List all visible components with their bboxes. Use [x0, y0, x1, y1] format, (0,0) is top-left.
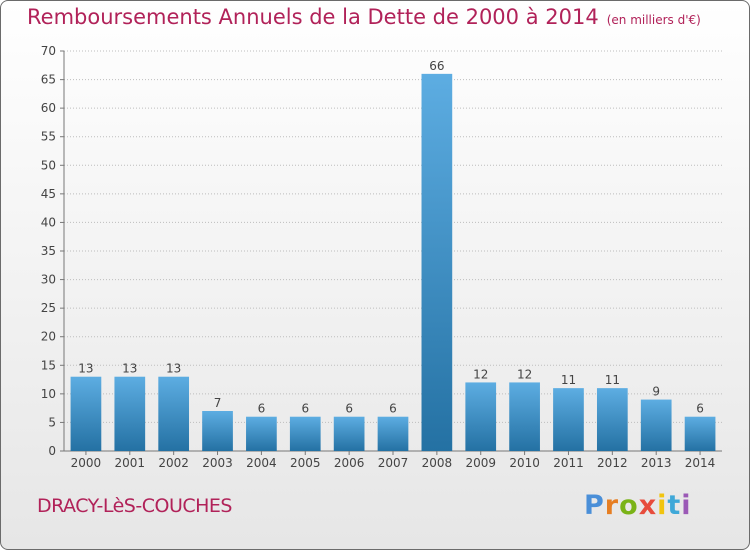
logo-letter: i [657, 490, 668, 521]
x-tick-label: 2002 [158, 456, 189, 470]
bar-2006 [333, 416, 365, 451]
x-tick-label: 2006 [334, 456, 365, 470]
y-tick-label: 50 [41, 158, 56, 172]
data-label-2003: 7 [214, 396, 222, 410]
y-tick-label: 55 [41, 130, 56, 144]
data-label-2007: 6 [389, 402, 397, 416]
y-tick-label: 20 [41, 330, 56, 344]
bar-2003 [202, 411, 233, 451]
bar-2012 [596, 388, 628, 451]
y-tick-label: 65 [41, 73, 56, 87]
x-tick-label: 2005 [290, 456, 321, 470]
bar-2001 [114, 376, 146, 451]
x-tick-label: 2011 [553, 456, 584, 470]
bar-2010 [509, 382, 540, 451]
title-unit: (en milliers d'€) [606, 13, 701, 27]
x-tick-label: 2000 [71, 456, 102, 470]
x-tick-label: 2012 [597, 456, 628, 470]
data-label-2012: 11 [605, 373, 620, 387]
bar-2014 [684, 416, 716, 451]
bar-2005 [289, 416, 321, 451]
data-label-2010: 12 [517, 367, 532, 381]
y-tick-label: 35 [41, 244, 56, 258]
x-tick-label: 2009 [465, 456, 496, 470]
data-label-2009: 12 [473, 367, 488, 381]
bar-2008 [421, 73, 453, 451]
data-label-2014: 6 [696, 402, 704, 416]
data-label-2004: 6 [258, 402, 266, 416]
y-tick-label: 30 [41, 273, 56, 287]
data-label-2001: 13 [122, 362, 137, 376]
data-label-2000: 13 [78, 362, 93, 376]
y-tick-label: 40 [41, 215, 56, 229]
y-tick-label: 70 [41, 44, 56, 58]
y-tick-label: 15 [41, 358, 56, 372]
y-tick-label: 10 [41, 387, 56, 401]
bar-2000 [70, 376, 102, 451]
bar-2002 [158, 376, 190, 451]
bar-2009 [465, 382, 497, 451]
axes: 0 5 10 15 20 25 30 35 40 45 50 55 60 65 70 2000 2001 2002… [41, 44, 722, 470]
data-label-2002: 13 [166, 362, 181, 376]
logo-letter: P [584, 490, 605, 521]
bar-2007 [377, 416, 409, 451]
logo-letter: t [667, 490, 682, 521]
data-label-2006: 6 [345, 402, 353, 416]
data-label-2008: 66 [429, 59, 444, 73]
x-tick-label: 2001 [115, 456, 146, 470]
data-label-2011: 11 [561, 373, 576, 387]
y-tick-label: 0 [48, 444, 56, 458]
x-tick-label: 2010 [509, 456, 540, 470]
grid-lines [64, 50, 722, 423]
bars [70, 73, 716, 451]
bar-2011 [553, 388, 584, 451]
x-tick-label: 2013 [641, 456, 672, 470]
y-tick-label: 5 [48, 415, 56, 429]
x-tick-label: 2014 [685, 456, 716, 470]
bar-2004 [246, 416, 277, 451]
x-tick-label: 2007 [378, 456, 409, 470]
y-tick-label: 25 [41, 301, 56, 315]
chart-title: Remboursements Annuels de la Dette de 20… [27, 5, 701, 29]
bar-2013 [640, 399, 672, 451]
x-tick-label: 2008 [422, 456, 453, 470]
x-tick-label: 2004 [246, 456, 277, 470]
data-label-2005: 6 [301, 402, 309, 416]
logo-letter: i [681, 490, 692, 521]
x-tick-label: 2003 [202, 456, 233, 470]
title-text: Remboursements Annuels de la Dette de 20… [27, 5, 599, 29]
commune-name: DRACY-LèS-COUCHES [37, 495, 232, 517]
logo-letter: x [638, 490, 658, 521]
logo-letter: r [604, 490, 620, 521]
y-tick-label: 45 [41, 187, 56, 201]
data-label-2013: 9 [652, 385, 660, 399]
logo-letter: o [619, 490, 639, 521]
y-tick-label: 60 [41, 101, 56, 115]
